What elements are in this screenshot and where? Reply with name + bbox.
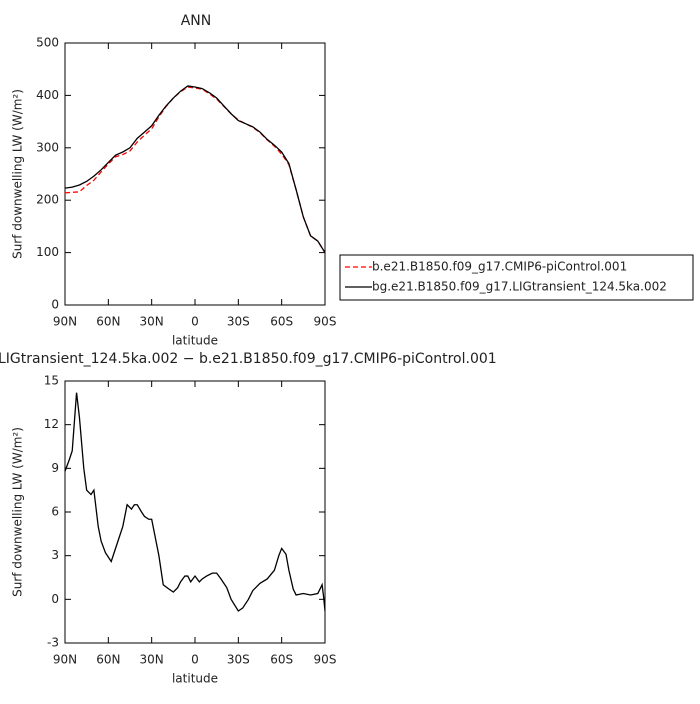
y-tick-label: 6 [51, 505, 59, 519]
x-tick-label: 30N [140, 315, 164, 329]
legend-label: bg.e21.B1850.f09_g17.LIGtransient_124.5k… [372, 280, 667, 294]
chart-title: LIGtransient_124.5ka.002 − b.e21.B1850.f… [0, 351, 497, 367]
chart-title: ANN [181, 13, 212, 29]
x-tick-label: 30S [227, 315, 250, 329]
y-tick-label: 400 [36, 88, 59, 102]
legend-label: b.e21.B1850.f09_g17.CMIP6-piControl.001 [372, 260, 627, 274]
y-tick-label: 12 [44, 417, 59, 431]
y-axis-label: Surf downwelling LW (W/m²) [11, 427, 25, 597]
legend-box [339, 254, 694, 301]
y-axis-label: Surf downwelling LW (W/m²) [11, 89, 25, 259]
y-tick-label: 0 [51, 298, 59, 312]
y-tick-label: 3 [51, 548, 59, 562]
x-tick-label: 0 [191, 653, 199, 667]
y-tick-label: 0 [51, 592, 59, 606]
x-axis-label: latitude [172, 334, 218, 348]
y-tick-label: 500 [36, 36, 59, 50]
x-tick-label: 90S [314, 315, 337, 329]
x-tick-label: 60N [96, 315, 120, 329]
plot-frame [64, 380, 326, 644]
x-tick-label: 90N [53, 315, 77, 329]
x-tick-label: 90S [314, 653, 337, 667]
x-tick-label: 60S [270, 653, 293, 667]
x-axis-label: latitude [172, 672, 218, 686]
data-line [64, 86, 326, 253]
x-tick-label: 30S [227, 653, 250, 667]
y-tick-label: 100 [36, 245, 59, 259]
x-tick-label: 90N [53, 653, 77, 667]
y-tick-label: 15 [44, 374, 59, 388]
x-tick-label: 30N [140, 653, 164, 667]
data-line [64, 85, 326, 253]
y-tick-label: 200 [36, 193, 59, 207]
y-tick-label: -3 [47, 636, 59, 650]
x-tick-label: 0 [191, 315, 199, 329]
plot-frame [64, 42, 326, 306]
x-tick-label: 60N [96, 653, 120, 667]
data-line [64, 392, 326, 612]
y-tick-label: 300 [36, 140, 59, 154]
y-tick-label: 9 [51, 461, 59, 475]
x-tick-label: 60S [270, 315, 293, 329]
